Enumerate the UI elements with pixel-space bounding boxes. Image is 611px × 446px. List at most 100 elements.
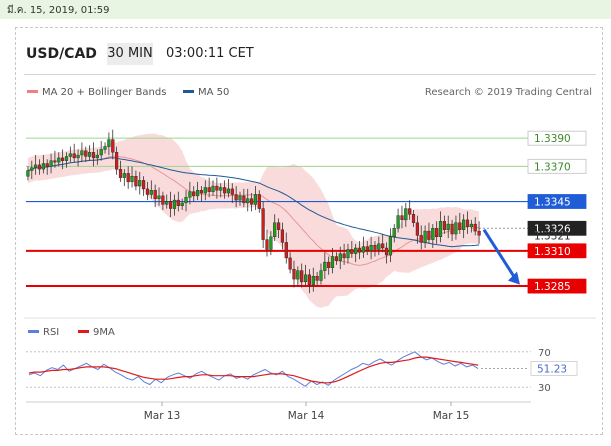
candle	[427, 230, 431, 240]
candle	[381, 243, 385, 249]
candle	[114, 152, 119, 170]
candle	[400, 215, 404, 221]
level-label-box-1-3390	[527, 130, 587, 146]
candle	[176, 199, 180, 206]
candle	[261, 208, 265, 240]
candle	[238, 195, 242, 201]
level-label-1-3310: 1.3310	[534, 246, 571, 258]
currency-pair: USD/CAD	[26, 46, 97, 62]
chart-time: 03:00:11 CET	[166, 46, 254, 61]
candle	[172, 199, 177, 209]
candle	[122, 173, 126, 178]
candle	[111, 139, 115, 153]
level-label-1-3370: 1.3370	[534, 161, 571, 173]
candle	[365, 246, 369, 252]
candle	[107, 139, 111, 147]
rsi-legend-swatch	[28, 330, 39, 333]
legend-bollinger: MA 20 + Bollinger Bands	[27, 87, 166, 98]
candle	[338, 253, 342, 261]
candle	[84, 150, 88, 157]
candle	[126, 173, 130, 183]
candle	[30, 167, 34, 171]
candle	[26, 170, 30, 177]
candle	[315, 275, 319, 281]
candle	[458, 222, 462, 230]
candle	[462, 219, 466, 230]
level-label-1-3321: 1.3321	[534, 230, 571, 242]
candle	[211, 185, 215, 192]
candle	[34, 164, 38, 168]
candle	[87, 152, 92, 157]
research-credit: Research © 2019 Trading Central	[424, 87, 592, 98]
candle	[64, 156, 69, 161]
candle	[450, 223, 454, 235]
candle	[161, 195, 165, 205]
candle	[469, 223, 473, 228]
candle	[61, 157, 65, 161]
candle	[192, 191, 196, 197]
candle	[473, 223, 477, 232]
rsi-legend-label: RSI	[43, 327, 59, 338]
candle	[141, 180, 146, 190]
candle	[292, 268, 296, 280]
candle	[168, 201, 173, 209]
candle	[388, 236, 392, 256]
date-bar: มี.ค. 15, 2019, 01:59	[0, 0, 611, 19]
bollinger-swatch	[27, 89, 38, 93]
candle	[118, 168, 123, 178]
x-tick-label: Mar 15	[433, 410, 470, 422]
level-label-box-1-3326	[527, 220, 587, 236]
candle	[284, 242, 288, 259]
candle	[203, 187, 207, 194]
level-label-box-1-3345	[527, 194, 587, 209]
candle	[41, 163, 45, 170]
candle	[346, 249, 350, 259]
candle	[342, 253, 346, 259]
candle	[377, 243, 381, 250]
candle	[419, 235, 423, 243]
rsi-line	[28, 351, 479, 387]
candle	[188, 191, 192, 198]
candle	[442, 221, 446, 231]
candle	[246, 198, 250, 204]
candle	[408, 208, 412, 215]
candle	[265, 239, 269, 250]
candle	[277, 222, 281, 230]
candle	[311, 275, 315, 285]
candle	[300, 270, 304, 283]
rsi-ma-line	[28, 356, 479, 384]
candle	[215, 185, 219, 191]
level-label-1-3390: 1.3390	[534, 133, 571, 145]
candle	[180, 202, 184, 206]
candle	[230, 188, 234, 195]
timeframe-badge[interactable]: 30 MIN	[107, 43, 153, 65]
rsi-ma-legend-swatch	[78, 330, 89, 333]
candle	[369, 244, 373, 251]
candle	[184, 197, 188, 204]
candle	[438, 221, 443, 238]
candle	[296, 270, 300, 280]
candle	[330, 256, 335, 269]
candle	[304, 274, 308, 283]
candle	[373, 244, 377, 250]
candle	[80, 150, 84, 156]
candle	[280, 229, 284, 243]
candle	[423, 230, 427, 243]
candle	[234, 194, 238, 201]
candle	[253, 194, 257, 205]
candle	[103, 146, 107, 150]
candle	[273, 222, 277, 237]
candle	[435, 228, 439, 238]
candle	[477, 230, 481, 236]
candle	[130, 175, 134, 182]
candle	[307, 274, 311, 285]
candle	[153, 190, 157, 200]
candle	[269, 236, 273, 250]
chart-frame: USD/CAD 30 MIN 03:00:11 CET MA 20 + Boll…	[15, 27, 603, 435]
candle	[195, 190, 200, 197]
candle	[222, 187, 227, 194]
projection-arrow-shaft	[482, 228, 518, 281]
candle	[199, 190, 203, 194]
date-text: มี.ค. 15, 2019, 01:59	[7, 5, 110, 16]
